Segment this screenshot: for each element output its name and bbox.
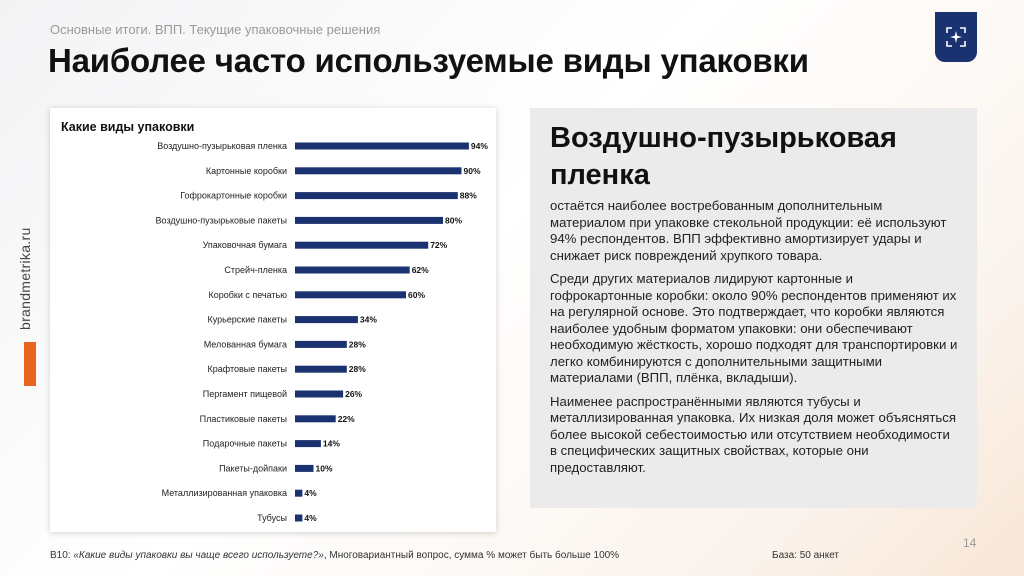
value-label: 88%	[460, 191, 477, 201]
bar	[295, 192, 458, 200]
category-label: Воздушно-пузырьковые пакеты	[156, 215, 287, 225]
category-label: Гофрокартонные коробки	[180, 191, 287, 201]
panel-paragraph-2: Среди других материалов лидируют картонн…	[550, 271, 958, 385]
value-label: 34%	[360, 315, 377, 325]
category-label: Пакеты-дойпаки	[219, 463, 287, 473]
bar	[295, 167, 462, 175]
side-accent-bar	[24, 342, 36, 386]
breadcrumb: Основные итоги. ВПП. Текущие упаковочные…	[50, 22, 381, 37]
bar	[295, 489, 303, 497]
value-label: 94%	[471, 141, 488, 151]
bar	[295, 440, 321, 448]
page-number: 14	[963, 536, 977, 550]
panel-paragraph-1: остаётся наиболее востребованным дополни…	[550, 198, 947, 263]
value-label: 62%	[412, 265, 429, 275]
category-label: Пластиковые пакеты	[200, 414, 287, 424]
question-note: , Многовариантный вопрос, сумма % может …	[323, 550, 620, 561]
bar	[295, 316, 358, 324]
value-label: 26%	[345, 389, 362, 399]
sparkle-frame-icon	[946, 27, 966, 47]
bar	[295, 266, 410, 274]
value-label: 80%	[445, 215, 462, 225]
bar-chart: Воздушно-пузырьковая пленка 94% Картонные …	[156, 141, 489, 523]
side-brand: brandmetrika.ru	[17, 227, 33, 330]
summary-panel: Воздушно-пузырьковая пленка остаётся наи…	[530, 108, 977, 508]
panel-paragraph-3: Наименее распространёнными являются тубу…	[550, 393, 957, 475]
bar	[295, 514, 303, 522]
value-label: 4%	[304, 513, 317, 523]
category-label: Мелованная бумага	[204, 339, 287, 349]
panel-heading: Воздушно-пузырьковая пленка	[550, 122, 897, 191]
value-label: 72%	[430, 240, 447, 250]
value-label: 90%	[464, 166, 481, 176]
bar	[295, 216, 443, 224]
question-code: B10:	[50, 550, 74, 561]
page-title: Наиболее часто используемые виды упаковк…	[48, 42, 809, 79]
bar	[295, 365, 347, 373]
category-label: Крафтовые пакеты	[208, 364, 287, 374]
category-label: Картонные коробки	[206, 166, 287, 176]
bar	[295, 464, 314, 472]
category-label: Воздушно-пузырьковая пленка	[157, 141, 287, 151]
bar	[295, 142, 469, 150]
value-label: 10%	[316, 463, 333, 473]
value-label: 28%	[349, 364, 366, 374]
category-label: Металлизированная упаковка	[162, 488, 287, 498]
footnote: B10: «Какие виды упаковки вы чаще всего …	[50, 550, 619, 561]
value-label: 22%	[338, 414, 355, 424]
category-label: Курьерские пакеты	[207, 315, 287, 325]
category-label: Коробки с печатью	[208, 290, 287, 300]
chart-title: Какие виды упаковки	[61, 120, 195, 134]
bar	[295, 415, 336, 423]
value-label: 4%	[304, 488, 317, 498]
value-label: 28%	[349, 339, 366, 349]
bar	[295, 291, 406, 299]
category-label: Стрейч-пленка	[224, 265, 287, 275]
question-text: «Какие виды упаковки вы чаще всего испол…	[73, 550, 324, 561]
chart-card: Какие виды упаковки Воздушно-пузырьковая…	[50, 108, 496, 532]
bar	[295, 390, 344, 398]
value-label: 60%	[408, 290, 425, 300]
category-label: Упаковочная бумага	[203, 240, 287, 250]
category-label: Тубусы	[257, 513, 287, 523]
value-label: 14%	[323, 439, 340, 449]
bar	[295, 241, 429, 249]
bar	[295, 340, 347, 348]
sample-base: База: 50 анкет	[772, 550, 839, 561]
category-label: Подарочные пакеты	[203, 439, 287, 449]
category-label: Пергамент пищевой	[203, 389, 287, 399]
logo-badge	[935, 12, 977, 62]
